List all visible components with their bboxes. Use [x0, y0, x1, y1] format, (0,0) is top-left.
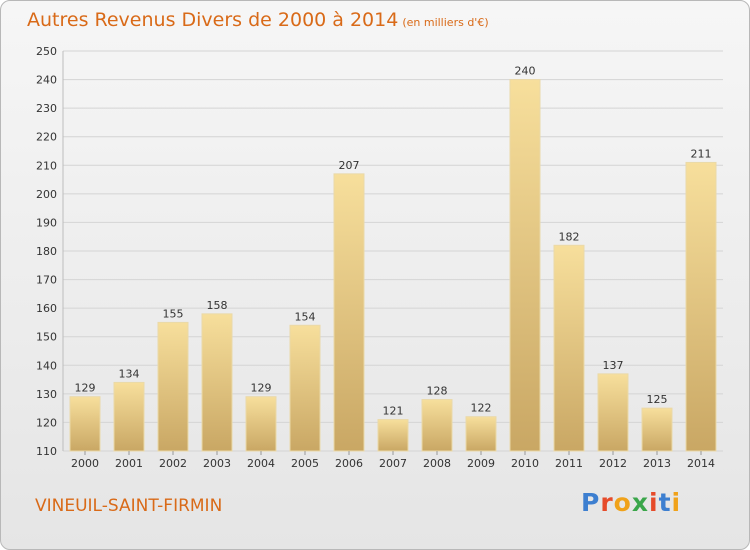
y-tick-label: 190	[36, 216, 57, 229]
bar-value-label: 155	[163, 307, 184, 320]
x-tick-label: 2014	[687, 457, 715, 470]
brand-letter: r	[600, 488, 614, 517]
y-tick-label: 230	[36, 102, 57, 115]
x-tick-label: 2013	[643, 457, 671, 470]
bar-value-label: 121	[383, 405, 404, 418]
y-tick-label: 210	[36, 159, 57, 172]
x-tick-label: 2008	[423, 457, 451, 470]
brand-letter: o	[613, 488, 632, 517]
x-axis: 2000 2001 2002 2003 2004 2005 2006 2007 2008 2009…	[71, 451, 715, 470]
y-tick-label: 220	[36, 131, 57, 144]
x-tick-label: 2003	[203, 457, 231, 470]
bar	[509, 79, 541, 452]
y-tick-label: 150	[36, 331, 57, 344]
bar	[685, 161, 717, 452]
brand-letter: t	[658, 488, 672, 517]
x-tick-label: 2012	[599, 457, 627, 470]
brand-letter: i	[649, 488, 659, 517]
bar	[113, 381, 145, 452]
chart-title: Autres Revenus Divers de 2000 à 2014 (en …	[27, 9, 489, 31]
bar-value-label: 154	[295, 310, 316, 323]
y-tick-label: 180	[36, 245, 57, 258]
x-tick-label: 2002	[159, 457, 187, 470]
y-axis: 110 120 130 140 150 160 170 180 190 200 210 220 230 2…	[36, 45, 57, 458]
bar-value-label: 129	[251, 382, 272, 395]
bar	[377, 419, 409, 452]
bar	[289, 324, 321, 452]
chart-title-text: Autres Revenus Divers de 2000 à 2014	[27, 9, 399, 31]
y-tick-label: 170	[36, 274, 57, 287]
x-tick-label: 2006	[335, 457, 363, 470]
bar-value-label: 158	[207, 299, 228, 312]
x-tick-label: 2001	[115, 457, 143, 470]
y-tick-label: 120	[36, 416, 57, 429]
bar-value-label: 182	[559, 230, 580, 243]
brand-letter: x	[631, 488, 649, 517]
x-tick-label: 2000	[71, 457, 99, 470]
bar	[245, 396, 277, 452]
bar	[157, 321, 189, 452]
bar	[201, 313, 233, 452]
y-tick-label: 160	[36, 302, 57, 315]
bar	[641, 407, 673, 452]
bar	[465, 416, 497, 452]
chart-unit: (en milliers d'€)	[402, 16, 489, 29]
bar-value-label: 125	[647, 393, 668, 406]
brand-letter: P	[581, 488, 601, 517]
location-name: VINEUIL-SAINT-FIRMIN	[35, 496, 223, 516]
bar	[69, 396, 101, 452]
bar	[597, 373, 629, 452]
y-tick-label: 110	[36, 445, 57, 458]
bar	[553, 244, 585, 452]
bar	[333, 173, 365, 452]
bar-value-label: 129	[75, 382, 96, 395]
x-tick-label: 2004	[247, 457, 275, 470]
bar-value-label: 207	[339, 159, 360, 172]
brand-letter: i	[671, 488, 682, 517]
bar-value-label: 211	[691, 147, 712, 160]
y-tick-label: 140	[36, 359, 57, 372]
brand-logo: Proxiti	[581, 488, 681, 517]
bars: 129 134 155 158 129 154 207 121 128 122 240 182 137 1…	[69, 65, 717, 452]
bar-value-label: 240	[515, 65, 536, 78]
bar-value-label: 122	[471, 402, 492, 415]
x-tick-label: 2010	[511, 457, 539, 470]
x-tick-label: 2009	[467, 457, 495, 470]
y-tick-label: 200	[36, 188, 57, 201]
bar	[421, 399, 453, 452]
x-tick-label: 2007	[379, 457, 407, 470]
bar-value-label: 137	[603, 359, 624, 372]
bar-value-label: 128	[427, 385, 448, 398]
x-tick-label: 2005	[291, 457, 319, 470]
bar-value-label: 134	[119, 367, 140, 380]
y-tick-label: 130	[36, 388, 57, 401]
y-tick-label: 240	[36, 74, 57, 87]
y-tick-label: 250	[36, 45, 57, 58]
x-tick-label: 2011	[555, 457, 583, 470]
